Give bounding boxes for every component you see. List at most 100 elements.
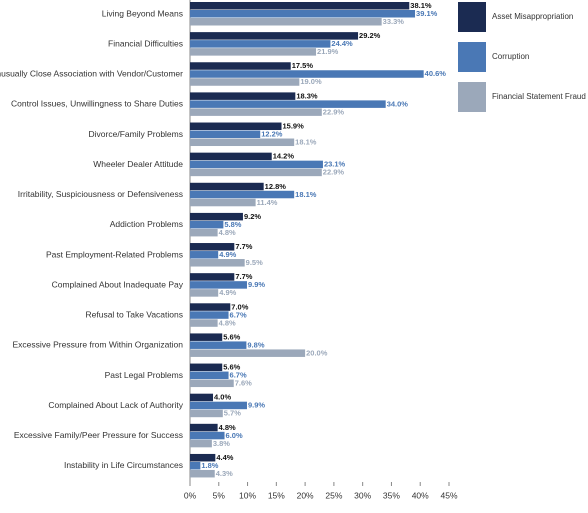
value-label: 6.0%	[226, 431, 243, 440]
value-label: 18.1%	[295, 190, 317, 199]
bar	[190, 228, 218, 237]
category-label: Living Beyond Means	[102, 8, 183, 18]
x-tick-label: 20%	[297, 490, 314, 500]
bar	[190, 168, 322, 177]
category-label: Financial Difficulties	[108, 38, 183, 48]
category-label: Refusal to Take Vacations	[86, 310, 184, 320]
value-label: 18.1%	[295, 138, 317, 147]
value-label: 7.6%	[235, 379, 252, 388]
bar	[190, 401, 247, 410]
value-label: 5.6%	[223, 332, 240, 341]
bar	[190, 152, 272, 161]
bar	[190, 108, 322, 116]
legend-swatch	[458, 82, 486, 112]
bar	[190, 349, 306, 357]
value-label: 29.2%	[359, 31, 381, 40]
value-label: 23.1%	[324, 160, 346, 169]
category-label: Divorce/Family Problems	[89, 129, 183, 139]
bar	[190, 92, 296, 100]
x-tick-label: 10%	[239, 490, 256, 500]
bar	[190, 70, 424, 78]
category-label: Instability in Life Circumstances	[64, 460, 183, 470]
value-label: 1.8%	[201, 461, 218, 470]
value-label: 20.0%	[306, 348, 328, 357]
value-label: 33.3%	[383, 17, 405, 26]
x-tick-label: 15%	[268, 490, 285, 500]
value-label: 4.9%	[219, 288, 236, 297]
bar	[190, 379, 234, 388]
value-label: 5.7%	[224, 409, 241, 418]
bar	[190, 78, 300, 86]
value-label: 9.8%	[247, 340, 264, 349]
bar	[190, 371, 229, 380]
bar	[190, 469, 215, 478]
x-tick-label: 0%	[184, 490, 197, 500]
value-label: 18.3%	[296, 91, 318, 100]
category-label: Wheeler Dealer Attitude	[93, 159, 183, 169]
value-label: 12.8%	[265, 182, 287, 191]
value-label: 5.6%	[223, 363, 240, 372]
x-tick-label: 40%	[412, 490, 429, 500]
category-label: Control Issues, Unwillingness to Share D…	[11, 99, 183, 109]
value-label: 4.8%	[219, 228, 236, 237]
value-label: 22.9%	[323, 168, 345, 177]
value-label: 24.4%	[331, 39, 353, 48]
category-label: Complained About Inadequate Pay	[52, 279, 184, 289]
value-label: 4.9%	[219, 250, 236, 259]
value-label: 38.1%	[410, 1, 432, 10]
bar	[190, 10, 416, 18]
legend-label: Asset Misappropriation	[492, 12, 573, 21]
bar	[190, 251, 219, 259]
bar	[190, 32, 359, 40]
value-label: 7.7%	[235, 272, 252, 281]
value-label: 7.7%	[235, 242, 252, 251]
bar	[190, 453, 216, 462]
bar	[190, 122, 282, 131]
bar	[190, 100, 386, 108]
category-label: Past Legal Problems	[105, 370, 183, 380]
bar	[190, 423, 218, 432]
bar	[190, 259, 245, 267]
value-label: 4.8%	[219, 318, 236, 327]
bar	[190, 48, 317, 56]
bar	[190, 62, 291, 70]
x-tick-label: 35%	[383, 490, 400, 500]
value-label: 4.0%	[214, 393, 231, 402]
bar	[190, 289, 219, 297]
category-label: Excessive Family/Peer Pressure for Succe…	[14, 430, 183, 440]
bar	[190, 130, 261, 139]
value-label: 4.4%	[216, 453, 233, 462]
bar	[190, 160, 323, 169]
value-label: 7.0%	[231, 302, 248, 311]
bar	[190, 363, 223, 372]
value-label: 5.8%	[224, 220, 241, 229]
bar	[190, 311, 229, 319]
category-label: Complained About Lack of Authority	[48, 400, 183, 410]
value-label: 6.7%	[230, 371, 247, 380]
legend-swatch	[458, 2, 486, 32]
bar	[190, 273, 235, 281]
value-label: 15.9%	[283, 122, 305, 131]
value-label: 14.2%	[273, 152, 295, 161]
bar	[190, 243, 235, 251]
bar	[190, 409, 223, 418]
value-label: 9.9%	[248, 280, 265, 289]
bar	[190, 341, 247, 349]
x-tick-label: 45%	[440, 490, 457, 500]
bar	[190, 40, 331, 48]
legend-label: Corruption	[492, 52, 529, 61]
bar	[190, 220, 224, 229]
x-tick-label: 30%	[354, 490, 371, 500]
category-label: Addiction Problems	[110, 219, 183, 229]
bar	[190, 198, 256, 207]
value-label: 9.9%	[248, 401, 265, 410]
bar	[190, 461, 201, 470]
legend-swatch	[458, 42, 486, 72]
x-tick-label: 5%	[213, 490, 226, 500]
value-label: 21.9%	[317, 47, 339, 56]
value-label: 40.6%	[425, 69, 447, 78]
bar	[190, 393, 214, 402]
category-label: Irritability, Suspiciousness or Defensiv…	[18, 189, 183, 199]
value-label: 11.4%	[257, 198, 278, 207]
